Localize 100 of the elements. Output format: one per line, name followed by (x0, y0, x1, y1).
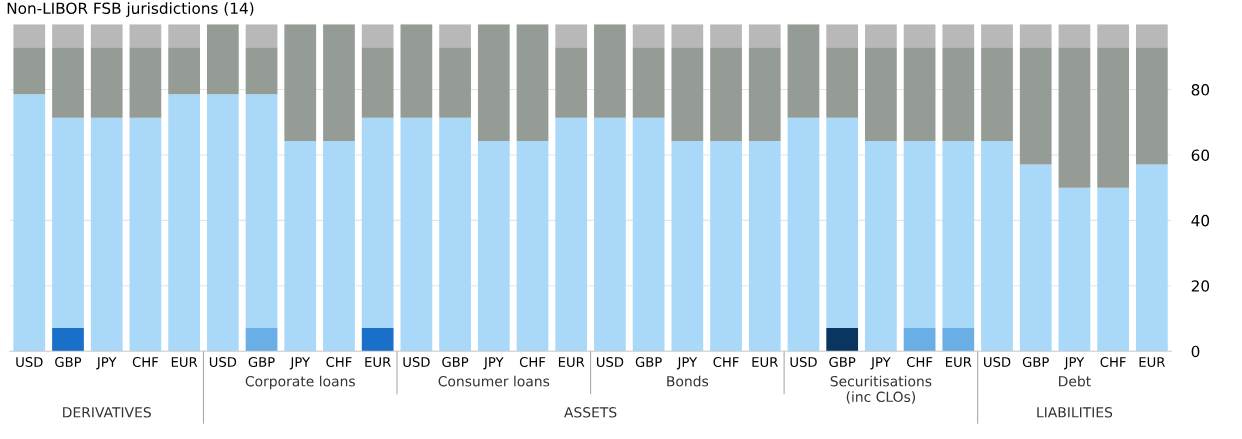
bar (981, 24, 1013, 48)
bar (245, 327, 278, 352)
bar (671, 140, 704, 352)
bar (903, 24, 936, 48)
x-tick-label: JPY (483, 357, 504, 370)
bar (477, 24, 510, 141)
bar (129, 47, 162, 118)
bar (52, 327, 84, 352)
bar (90, 47, 123, 118)
bar (168, 24, 200, 48)
y-tick-label: 40 (1191, 214, 1210, 227)
bar (865, 140, 897, 352)
x-tick-label: JPY (1063, 357, 1085, 370)
x-tick-label: GBP (635, 356, 662, 367)
bar (903, 140, 936, 328)
bar (1097, 47, 1130, 188)
bar (516, 140, 549, 352)
x-tick-label: JPY (289, 357, 311, 370)
bar (748, 24, 781, 48)
text: Corporate loans (245, 375, 355, 390)
bar (826, 327, 859, 352)
bar (1135, 164, 1168, 352)
bar (168, 94, 200, 352)
bar (284, 140, 317, 352)
bar (168, 47, 200, 95)
bar (1135, 47, 1168, 165)
x-tick-label: USD (403, 356, 430, 367)
x-tick-label: JPY (96, 357, 117, 370)
x-tick-label: JPY (870, 357, 891, 370)
bar (942, 47, 975, 141)
bar (981, 47, 1013, 141)
bar (671, 47, 704, 141)
x-tick-label: EUR (558, 357, 585, 367)
bar (632, 117, 665, 352)
x-tick-label: GBP (1022, 356, 1049, 367)
x-tick-label: EUR (946, 357, 972, 367)
bar (632, 24, 665, 48)
bar (361, 327, 394, 352)
bar (671, 24, 704, 48)
bar (555, 117, 588, 352)
bar (1058, 187, 1091, 352)
bar (400, 24, 433, 118)
y-tick-label: 60 (1191, 149, 1210, 161)
bar (787, 117, 820, 352)
bar (361, 117, 394, 328)
bar (1019, 164, 1052, 352)
bar (1019, 47, 1052, 165)
y-tick-label: 80 (1191, 84, 1210, 96)
x-tick-label: USD (984, 356, 1011, 367)
bar (439, 117, 471, 352)
text: DERIVATIVES (63, 407, 151, 418)
bar (710, 47, 742, 141)
bar (826, 24, 859, 48)
text: Securitisations (inc CLOs) (830, 375, 932, 404)
bar (245, 24, 278, 48)
bar (710, 140, 742, 352)
bar (942, 24, 975, 48)
x-tick-label: CHF (326, 356, 352, 367)
text: LIABILITIES (1037, 407, 1113, 418)
bar (1135, 24, 1168, 48)
bar (52, 117, 84, 328)
x-tick-label: EUR (171, 357, 198, 367)
bar (1019, 24, 1052, 48)
x-tick-label: EUR (365, 357, 391, 367)
bar (1058, 24, 1091, 48)
bar (555, 24, 588, 48)
bar (942, 327, 975, 352)
x-tick-label: CHF (1100, 356, 1126, 367)
bar (748, 140, 781, 352)
x-tick-label: USD (209, 356, 237, 367)
bar (594, 117, 626, 352)
bar (323, 140, 355, 352)
bar (477, 140, 510, 352)
x-tick-label: GBP (55, 356, 82, 367)
bar (206, 24, 239, 95)
bar (1097, 24, 1130, 48)
bar (942, 140, 975, 328)
bar (129, 24, 162, 48)
bar (594, 24, 626, 118)
bar (13, 47, 46, 95)
x-tick-label: JPY (676, 357, 698, 370)
bar (206, 94, 239, 352)
text: Debt (1059, 375, 1091, 387)
y-tick-label: 20 (1191, 280, 1210, 292)
chart-title: Non-LIBOR FSB jurisdictions (14) (7, 2, 254, 17)
bar (52, 47, 84, 118)
bar (903, 47, 936, 141)
text: Bonds (667, 375, 709, 387)
x-tick-label: USD (596, 356, 624, 367)
x-tick-label: USD (16, 356, 43, 367)
bar (90, 24, 123, 48)
bar (13, 24, 46, 48)
bar (826, 47, 859, 118)
x-tick-label: CHF (132, 356, 159, 367)
bar (439, 47, 471, 118)
bar (748, 47, 781, 141)
bar (361, 24, 394, 48)
bar (90, 117, 123, 352)
bar (826, 117, 859, 328)
bar (516, 24, 549, 141)
